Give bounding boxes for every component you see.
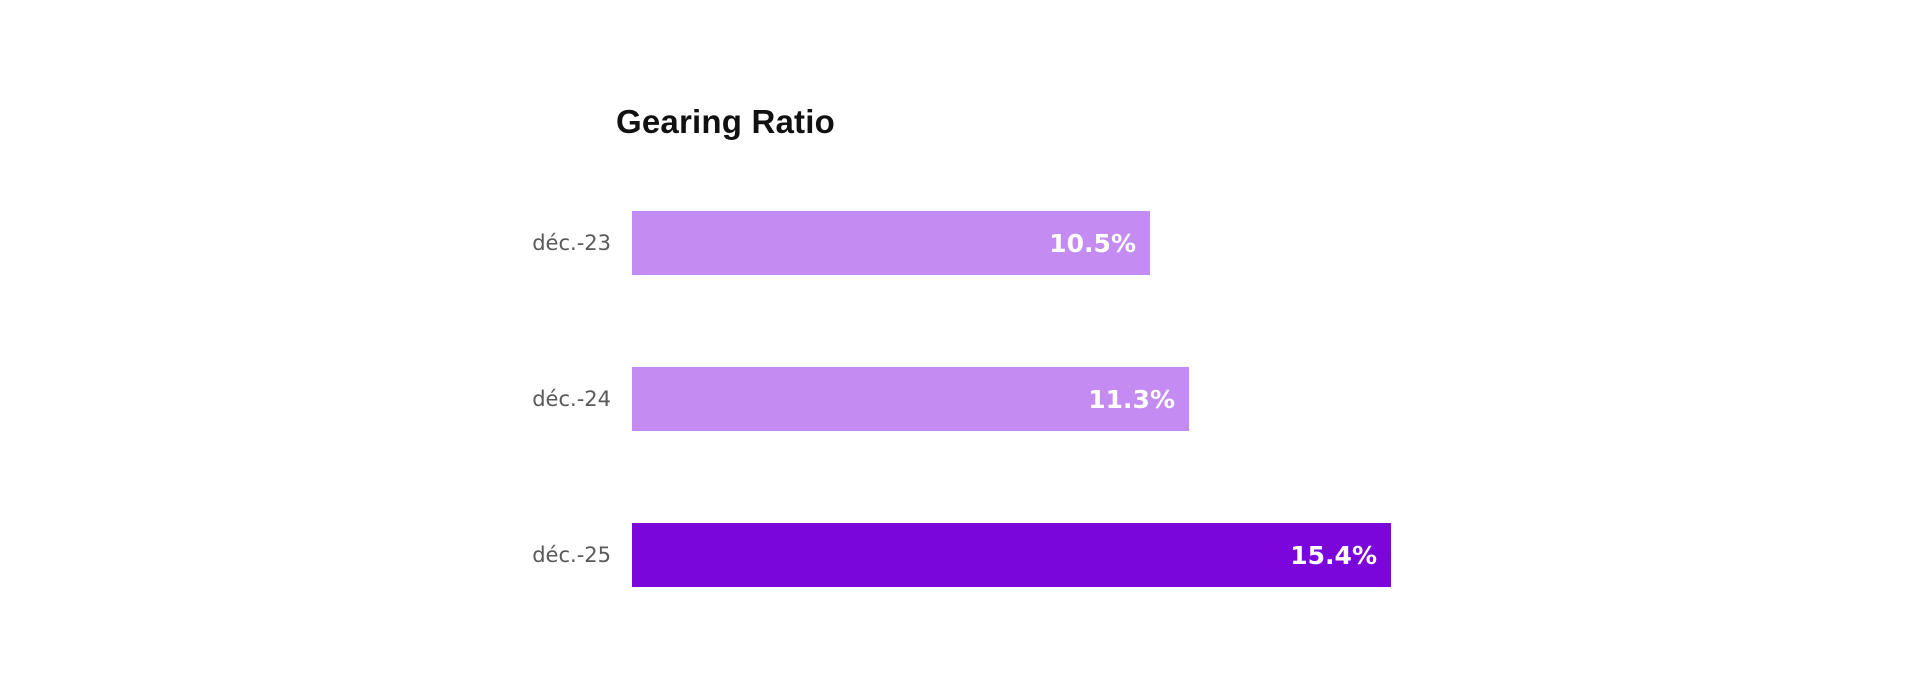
bar-row-dec-25: déc.-25 15.4% (0, 523, 1920, 587)
bar-dec-23[interactable]: 10.5% (632, 211, 1150, 275)
bar-dec-24[interactable]: 11.3% (632, 367, 1189, 431)
bar-row-dec-23: déc.-23 10.5% (0, 211, 1920, 275)
bar-value-label-dec-23: 10.5% (1049, 228, 1136, 258)
category-label-dec-24: déc.-24 (532, 387, 611, 411)
bar-value-label-dec-25: 15.4% (1290, 540, 1377, 570)
category-label-dec-25: déc.-25 (532, 543, 611, 567)
bar-dec-25[interactable]: 15.4% (632, 523, 1391, 587)
category-label-dec-23: déc.-23 (532, 231, 611, 255)
bar-row-dec-24: déc.-24 11.3% (0, 367, 1920, 431)
bar-value-label-dec-24: 11.3% (1088, 384, 1175, 414)
chart-title: Gearing Ratio (616, 103, 835, 140)
